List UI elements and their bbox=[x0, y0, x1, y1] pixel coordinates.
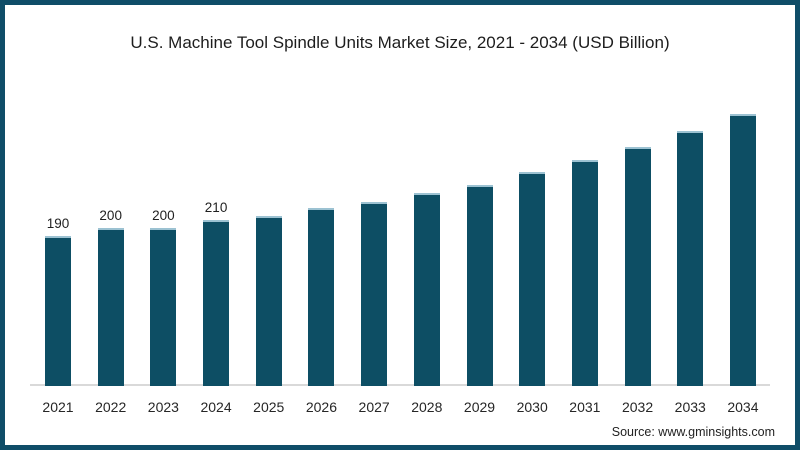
bar bbox=[150, 228, 177, 386]
bar-group: 2025 bbox=[253, 105, 284, 415]
x-tick-label: 2024 bbox=[200, 399, 232, 415]
bar-chart-plot-area: 190 2021 200 2022 200 2023 210 2024 2025 2026 2027… bbox=[42, 105, 759, 415]
bar bbox=[571, 160, 598, 386]
bar-value-label: 200 bbox=[99, 208, 122, 223]
x-tick-label: 2030 bbox=[516, 399, 548, 415]
bar bbox=[361, 202, 388, 386]
bar-group: 200 2023 bbox=[148, 105, 179, 415]
bar bbox=[45, 236, 71, 386]
bar bbox=[255, 216, 282, 386]
x-axis-line bbox=[30, 384, 770, 386]
bar bbox=[519, 172, 546, 386]
x-tick-label: 2023 bbox=[147, 399, 179, 415]
bar-group: 2031 bbox=[569, 105, 600, 415]
bar-group: 210 2024 bbox=[200, 105, 231, 415]
x-tick-label: 2032 bbox=[621, 399, 654, 415]
chart-title: U.S. Machine Tool Spindle Units Market S… bbox=[130, 33, 670, 52]
bar bbox=[624, 147, 651, 386]
bar-group: 2030 bbox=[517, 105, 548, 415]
bar-group: 190 2021 bbox=[42, 105, 73, 415]
x-tick-label: 2034 bbox=[727, 399, 759, 415]
bar-value-label: 190 bbox=[46, 216, 70, 231]
bar bbox=[97, 228, 124, 386]
x-tick-label: 2025 bbox=[253, 399, 285, 415]
x-tick-label: 2026 bbox=[305, 399, 338, 415]
x-tick-label: 2027 bbox=[358, 399, 390, 415]
bar-value-label: 200 bbox=[152, 208, 175, 223]
bar-group: 2034 bbox=[727, 105, 759, 415]
bar bbox=[677, 131, 704, 386]
bar-group: 2026 bbox=[306, 105, 337, 415]
x-tick-label: 2031 bbox=[569, 399, 601, 415]
bar-group: 2027 bbox=[359, 105, 390, 415]
x-tick-label: 2033 bbox=[674, 399, 706, 415]
bar bbox=[203, 220, 230, 386]
bar-group: 200 2022 bbox=[95, 105, 126, 415]
bar bbox=[308, 208, 335, 386]
bar-group: 2029 bbox=[464, 105, 495, 415]
bar-value-label: 210 bbox=[204, 200, 228, 215]
x-tick-label: 2029 bbox=[463, 399, 496, 415]
bar bbox=[729, 114, 756, 386]
bar-group: 2028 bbox=[411, 105, 442, 415]
x-tick-label: 2021 bbox=[42, 399, 74, 415]
bar-group: 2032 bbox=[622, 105, 653, 415]
bar-group: 2033 bbox=[675, 105, 706, 415]
bar bbox=[466, 185, 493, 386]
x-tick-label: 2028 bbox=[411, 399, 443, 415]
source-attribution: Source: www.gminsights.com bbox=[611, 425, 775, 439]
x-tick-label: 2022 bbox=[95, 399, 127, 415]
bar bbox=[413, 193, 440, 386]
